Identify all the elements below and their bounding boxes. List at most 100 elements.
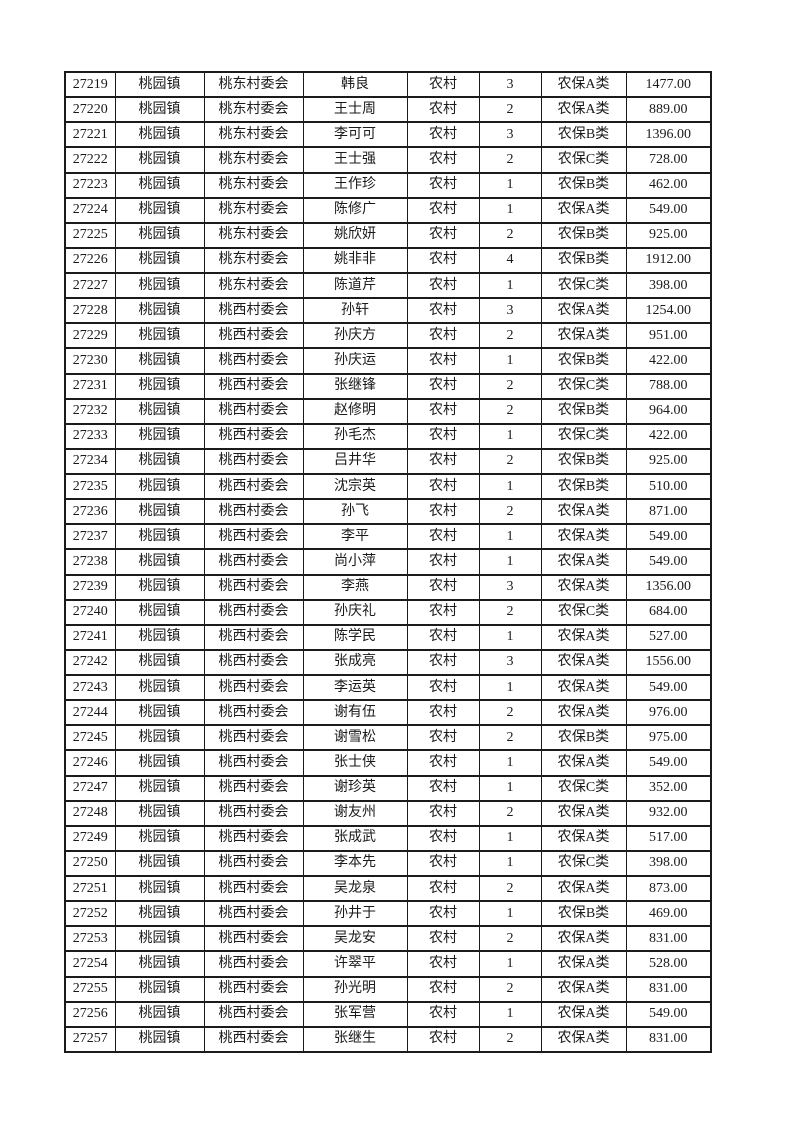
table-body: 27219 桃园镇 桃东村委会 韩良 农村 3 农保A类 1477.00 272… <box>64 70 712 1054</box>
cell-residence-type: 农村 <box>406 196 480 224</box>
cell-insurance-category: 农保C类 <box>540 372 627 400</box>
cell-person-count: 2 <box>478 799 542 827</box>
cell-town: 桃园镇 <box>114 70 205 99</box>
cell-person-count: 2 <box>478 447 542 476</box>
cell-insurance-category: 农保A类 <box>540 1000 627 1028</box>
cell-town: 桃园镇 <box>114 724 205 752</box>
cell-insurance-category: 农保B类 <box>540 121 627 149</box>
cell-village-committee: 桃西村委会 <box>203 372 304 400</box>
cell-town: 桃园镇 <box>114 96 205 124</box>
cell-person-name: 李运英 <box>302 673 408 702</box>
cell-village-committee: 桃西村委会 <box>203 749 304 777</box>
cell-record-id: 27228 <box>64 297 116 325</box>
cell-town: 桃园镇 <box>114 523 205 551</box>
cell-person-name: 孙飞 <box>302 498 408 526</box>
cell-residence-type: 农村 <box>406 573 480 601</box>
cell-residence-type: 农村 <box>406 347 480 375</box>
cell-person-name: 李平 <box>302 523 408 551</box>
cell-town: 桃园镇 <box>114 874 205 903</box>
cell-record-id: 27243 <box>64 673 116 702</box>
cell-insurance-category: 农保A类 <box>540 70 627 99</box>
cell-person-count: 2 <box>478 1025 542 1054</box>
cell-town: 桃园镇 <box>114 372 205 400</box>
cell-residence-type: 农村 <box>406 799 480 827</box>
cell-person-name: 孙庆运 <box>302 347 408 375</box>
cell-record-id: 27226 <box>64 246 116 275</box>
cell-amount: 527.00 <box>625 623 712 651</box>
cell-residence-type: 农村 <box>406 121 480 149</box>
cell-record-id: 27247 <box>64 774 116 802</box>
cell-town: 桃园镇 <box>114 347 205 375</box>
table-row: 27247 桃园镇 桃西村委会 谢珍英 农村 1 农保C类 352.00 <box>64 774 712 802</box>
cell-residence-type: 农村 <box>406 472 480 501</box>
cell-town: 桃园镇 <box>114 925 205 953</box>
cell-record-id: 27256 <box>64 1000 116 1028</box>
cell-amount: 549.00 <box>625 523 712 551</box>
cell-amount: 873.00 <box>625 874 712 903</box>
cell-person-name: 王作珍 <box>302 171 408 199</box>
cell-person-name: 王士周 <box>302 96 408 124</box>
cell-record-id: 27220 <box>64 96 116 124</box>
table-row: 27248 桃园镇 桃西村委会 谢友州 农村 2 农保A类 932.00 <box>64 799 712 827</box>
cell-residence-type: 农村 <box>406 925 480 953</box>
cell-record-id: 27236 <box>64 498 116 526</box>
cell-amount: 925.00 <box>625 221 712 249</box>
cell-person-name: 陈学民 <box>302 623 408 651</box>
cell-person-name: 孙庆方 <box>302 322 408 350</box>
cell-record-id: 27252 <box>64 900 116 928</box>
cell-record-id: 27222 <box>64 146 116 174</box>
cell-residence-type: 农村 <box>406 1025 480 1054</box>
cell-person-name: 李燕 <box>302 573 408 601</box>
cell-residence-type: 农村 <box>406 498 480 526</box>
cell-amount: 510.00 <box>625 472 712 501</box>
cell-record-id: 27238 <box>64 548 116 576</box>
cell-person-name: 陈修广 <box>302 196 408 224</box>
cell-village-committee: 桃西村委会 <box>203 472 304 501</box>
cell-town: 桃园镇 <box>114 1025 205 1054</box>
cell-insurance-category: 农保A类 <box>540 623 627 651</box>
cell-residence-type: 农村 <box>406 724 480 752</box>
cell-insurance-category: 农保C类 <box>540 774 627 802</box>
table-row: 27230 桃园镇 桃西村委会 孙庆运 农村 1 农保B类 422.00 <box>64 347 712 375</box>
cell-town: 桃园镇 <box>114 196 205 224</box>
cell-amount: 549.00 <box>625 1000 712 1028</box>
table-row: 27220 桃园镇 桃东村委会 王士周 农村 2 农保A类 889.00 <box>64 96 712 124</box>
cell-record-id: 27253 <box>64 925 116 953</box>
cell-person-count: 1 <box>478 900 542 928</box>
cell-person-name: 赵修明 <box>302 397 408 425</box>
cell-village-committee: 桃东村委会 <box>203 196 304 224</box>
cell-record-id: 27232 <box>64 397 116 425</box>
cell-person-name: 尚小萍 <box>302 548 408 576</box>
cell-amount: 964.00 <box>625 397 712 425</box>
cell-village-committee: 桃东村委会 <box>203 70 304 99</box>
cell-person-name: 谢珍英 <box>302 774 408 802</box>
cell-insurance-category: 农保A类 <box>540 749 627 777</box>
cell-record-id: 27235 <box>64 472 116 501</box>
cell-residence-type: 农村 <box>406 372 480 400</box>
cell-residence-type: 农村 <box>406 171 480 199</box>
cell-amount: 889.00 <box>625 96 712 124</box>
cell-village-committee: 桃西村委会 <box>203 799 304 827</box>
table-row: 27240 桃园镇 桃西村委会 孙庆礼 农村 2 农保C类 684.00 <box>64 598 712 626</box>
table-row: 27252 桃园镇 桃西村委会 孙井于 农村 1 农保B类 469.00 <box>64 900 712 928</box>
cell-record-id: 27241 <box>64 623 116 651</box>
table-row: 27236 桃园镇 桃西村委会 孙飞 农村 2 农保A类 871.00 <box>64 498 712 526</box>
cell-record-id: 27240 <box>64 598 116 626</box>
cell-town: 桃园镇 <box>114 699 205 727</box>
cell-amount: 422.00 <box>625 347 712 375</box>
cell-residence-type: 农村 <box>406 673 480 702</box>
cell-village-committee: 桃东村委会 <box>203 121 304 149</box>
cell-town: 桃园镇 <box>114 322 205 350</box>
cell-person-count: 1 <box>478 774 542 802</box>
cell-insurance-category: 农保A类 <box>540 297 627 325</box>
cell-residence-type: 农村 <box>406 749 480 777</box>
cell-village-committee: 桃东村委会 <box>203 171 304 199</box>
cell-insurance-category: 农保A类 <box>540 874 627 903</box>
cell-amount: 871.00 <box>625 498 712 526</box>
cell-person-count: 3 <box>478 573 542 601</box>
cell-residence-type: 农村 <box>406 221 480 249</box>
cell-amount: 925.00 <box>625 447 712 476</box>
cell-insurance-category: 农保C类 <box>540 849 627 878</box>
cell-village-committee: 桃西村委会 <box>203 975 304 1003</box>
cell-record-id: 27219 <box>64 70 116 99</box>
